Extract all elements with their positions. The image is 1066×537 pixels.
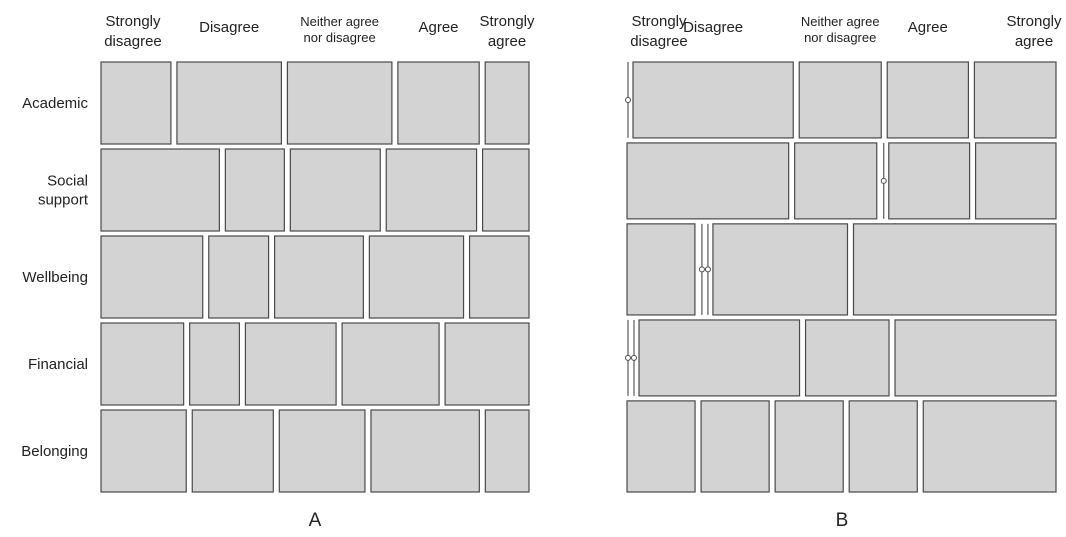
empty-cell-marker-academic-strongly-disagree — [625, 96, 631, 103]
empty-cell-marker-financial-disagree — [631, 354, 637, 361]
tile-academic-strongly-disagree — [100, 61, 172, 145]
tile-belonging-neither-agree-nor-disagree — [774, 400, 844, 493]
column-label-agree: Agree — [419, 19, 459, 36]
row-academic — [100, 61, 530, 145]
row-social-support — [100, 148, 530, 232]
tile-financial-neither-agree-nor-disagree — [638, 319, 801, 397]
tile-belonging-agree — [848, 400, 918, 493]
tile-belonging-strongly-disagree — [626, 400, 696, 493]
tile-financial-agree — [341, 322, 440, 406]
column-label-strongly-disagree: Strongly disagree — [630, 13, 688, 50]
tile-social-support-agree — [888, 142, 971, 220]
tile-financial-agree — [804, 319, 890, 397]
tile-social-support-strongly-disagree — [100, 148, 220, 232]
panel-a: Academic Social support Wellbeing Financial B… — [21, 13, 535, 531]
tile-belonging-disagree — [700, 400, 770, 493]
row-label-wellbeing: Wellbeing — [22, 269, 88, 286]
tile-wellbeing-strongly-disagree — [626, 223, 696, 316]
tile-wellbeing-neither-agree-nor-disagree — [274, 235, 364, 319]
panel-label-b: B — [836, 510, 849, 531]
column-label-disagree: Disagree — [683, 19, 743, 36]
empty-cell-marker-financial-strongly-disagree — [625, 354, 631, 361]
tile-wellbeing-strongly-agree — [468, 235, 530, 319]
tile-academic-agree — [886, 61, 970, 139]
tile-wellbeing-agree — [368, 235, 465, 319]
tile-academic-disagree — [632, 61, 794, 139]
column-label-strongly-disagree: Strongly disagree — [104, 13, 162, 50]
empty-cell-marker-wellbeing-disagree — [698, 266, 705, 273]
row-wellbeing — [100, 235, 530, 319]
row-label-financial: Financial — [28, 356, 88, 373]
tile-social-support-strongly-agree — [974, 142, 1057, 220]
tile-wellbeing-agree — [712, 223, 849, 316]
column-label-neither-agree-nor-disagree: Neither agree nor disagree — [300, 14, 379, 45]
tile-belonging-neither-agree-nor-disagree — [278, 409, 366, 493]
tile-financial-strongly-agree — [444, 322, 530, 406]
tile-belonging-agree — [370, 409, 480, 493]
tile-social-support-disagree — [794, 142, 878, 220]
tile-belonging-disagree — [191, 409, 274, 493]
row-label-social-support: Social support — [38, 173, 89, 209]
column-label-strongly-agree: Strongly agree — [1006, 13, 1062, 50]
tile-belonging-strongly-agree — [922, 400, 1057, 493]
panel-label-a: A — [309, 510, 322, 531]
tile-academic-disagree — [176, 61, 283, 145]
row-academic — [625, 61, 1057, 139]
row-wellbeing — [626, 223, 1057, 316]
tile-wellbeing-strongly-disagree — [100, 235, 204, 319]
tile-social-support-agree — [385, 148, 478, 232]
tile-academic-neither-agree-nor-disagree — [286, 61, 393, 145]
tile-academic-strongly-agree — [484, 61, 530, 145]
tile-academic-strongly-agree — [973, 61, 1057, 139]
row-belonging — [100, 409, 530, 493]
column-label-disagree: Disagree — [199, 19, 259, 36]
tile-wellbeing-disagree — [208, 235, 270, 319]
tile-belonging-strongly-agree — [484, 409, 530, 493]
row-financial — [100, 322, 530, 406]
tile-social-support-neither-agree-nor-disagree — [289, 148, 381, 232]
tile-social-support-strongly-disagree — [626, 142, 790, 220]
tile-academic-agree — [397, 61, 480, 145]
column-label-neither-agree-nor-disagree: Neither agree nor disagree — [801, 14, 880, 45]
empty-cell-marker-wellbeing-neither-agree-nor-disagree — [704, 266, 711, 273]
row-belonging — [626, 400, 1057, 493]
tile-wellbeing-strongly-agree — [852, 223, 1057, 316]
tile-belonging-strongly-disagree — [100, 409, 187, 493]
tile-financial-strongly-agree — [894, 319, 1057, 397]
tile-financial-neither-agree-nor-disagree — [244, 322, 337, 406]
row-label-belonging: Belonging — [21, 443, 88, 460]
tile-financial-strongly-disagree — [100, 322, 185, 406]
column-label-agree: Agree — [908, 19, 948, 36]
row-label-academic: Academic — [22, 95, 88, 112]
row-financial — [625, 319, 1057, 397]
tile-social-support-disagree — [224, 148, 285, 232]
row-social-support — [626, 142, 1057, 220]
column-label-strongly-agree: Strongly agree — [479, 13, 535, 50]
tile-academic-neither-agree-nor-disagree — [798, 61, 882, 139]
tile-social-support-strongly-agree — [481, 148, 530, 232]
empty-cell-marker-social-support-neither-agree-nor-disagree — [880, 177, 887, 184]
tile-financial-disagree — [189, 322, 241, 406]
